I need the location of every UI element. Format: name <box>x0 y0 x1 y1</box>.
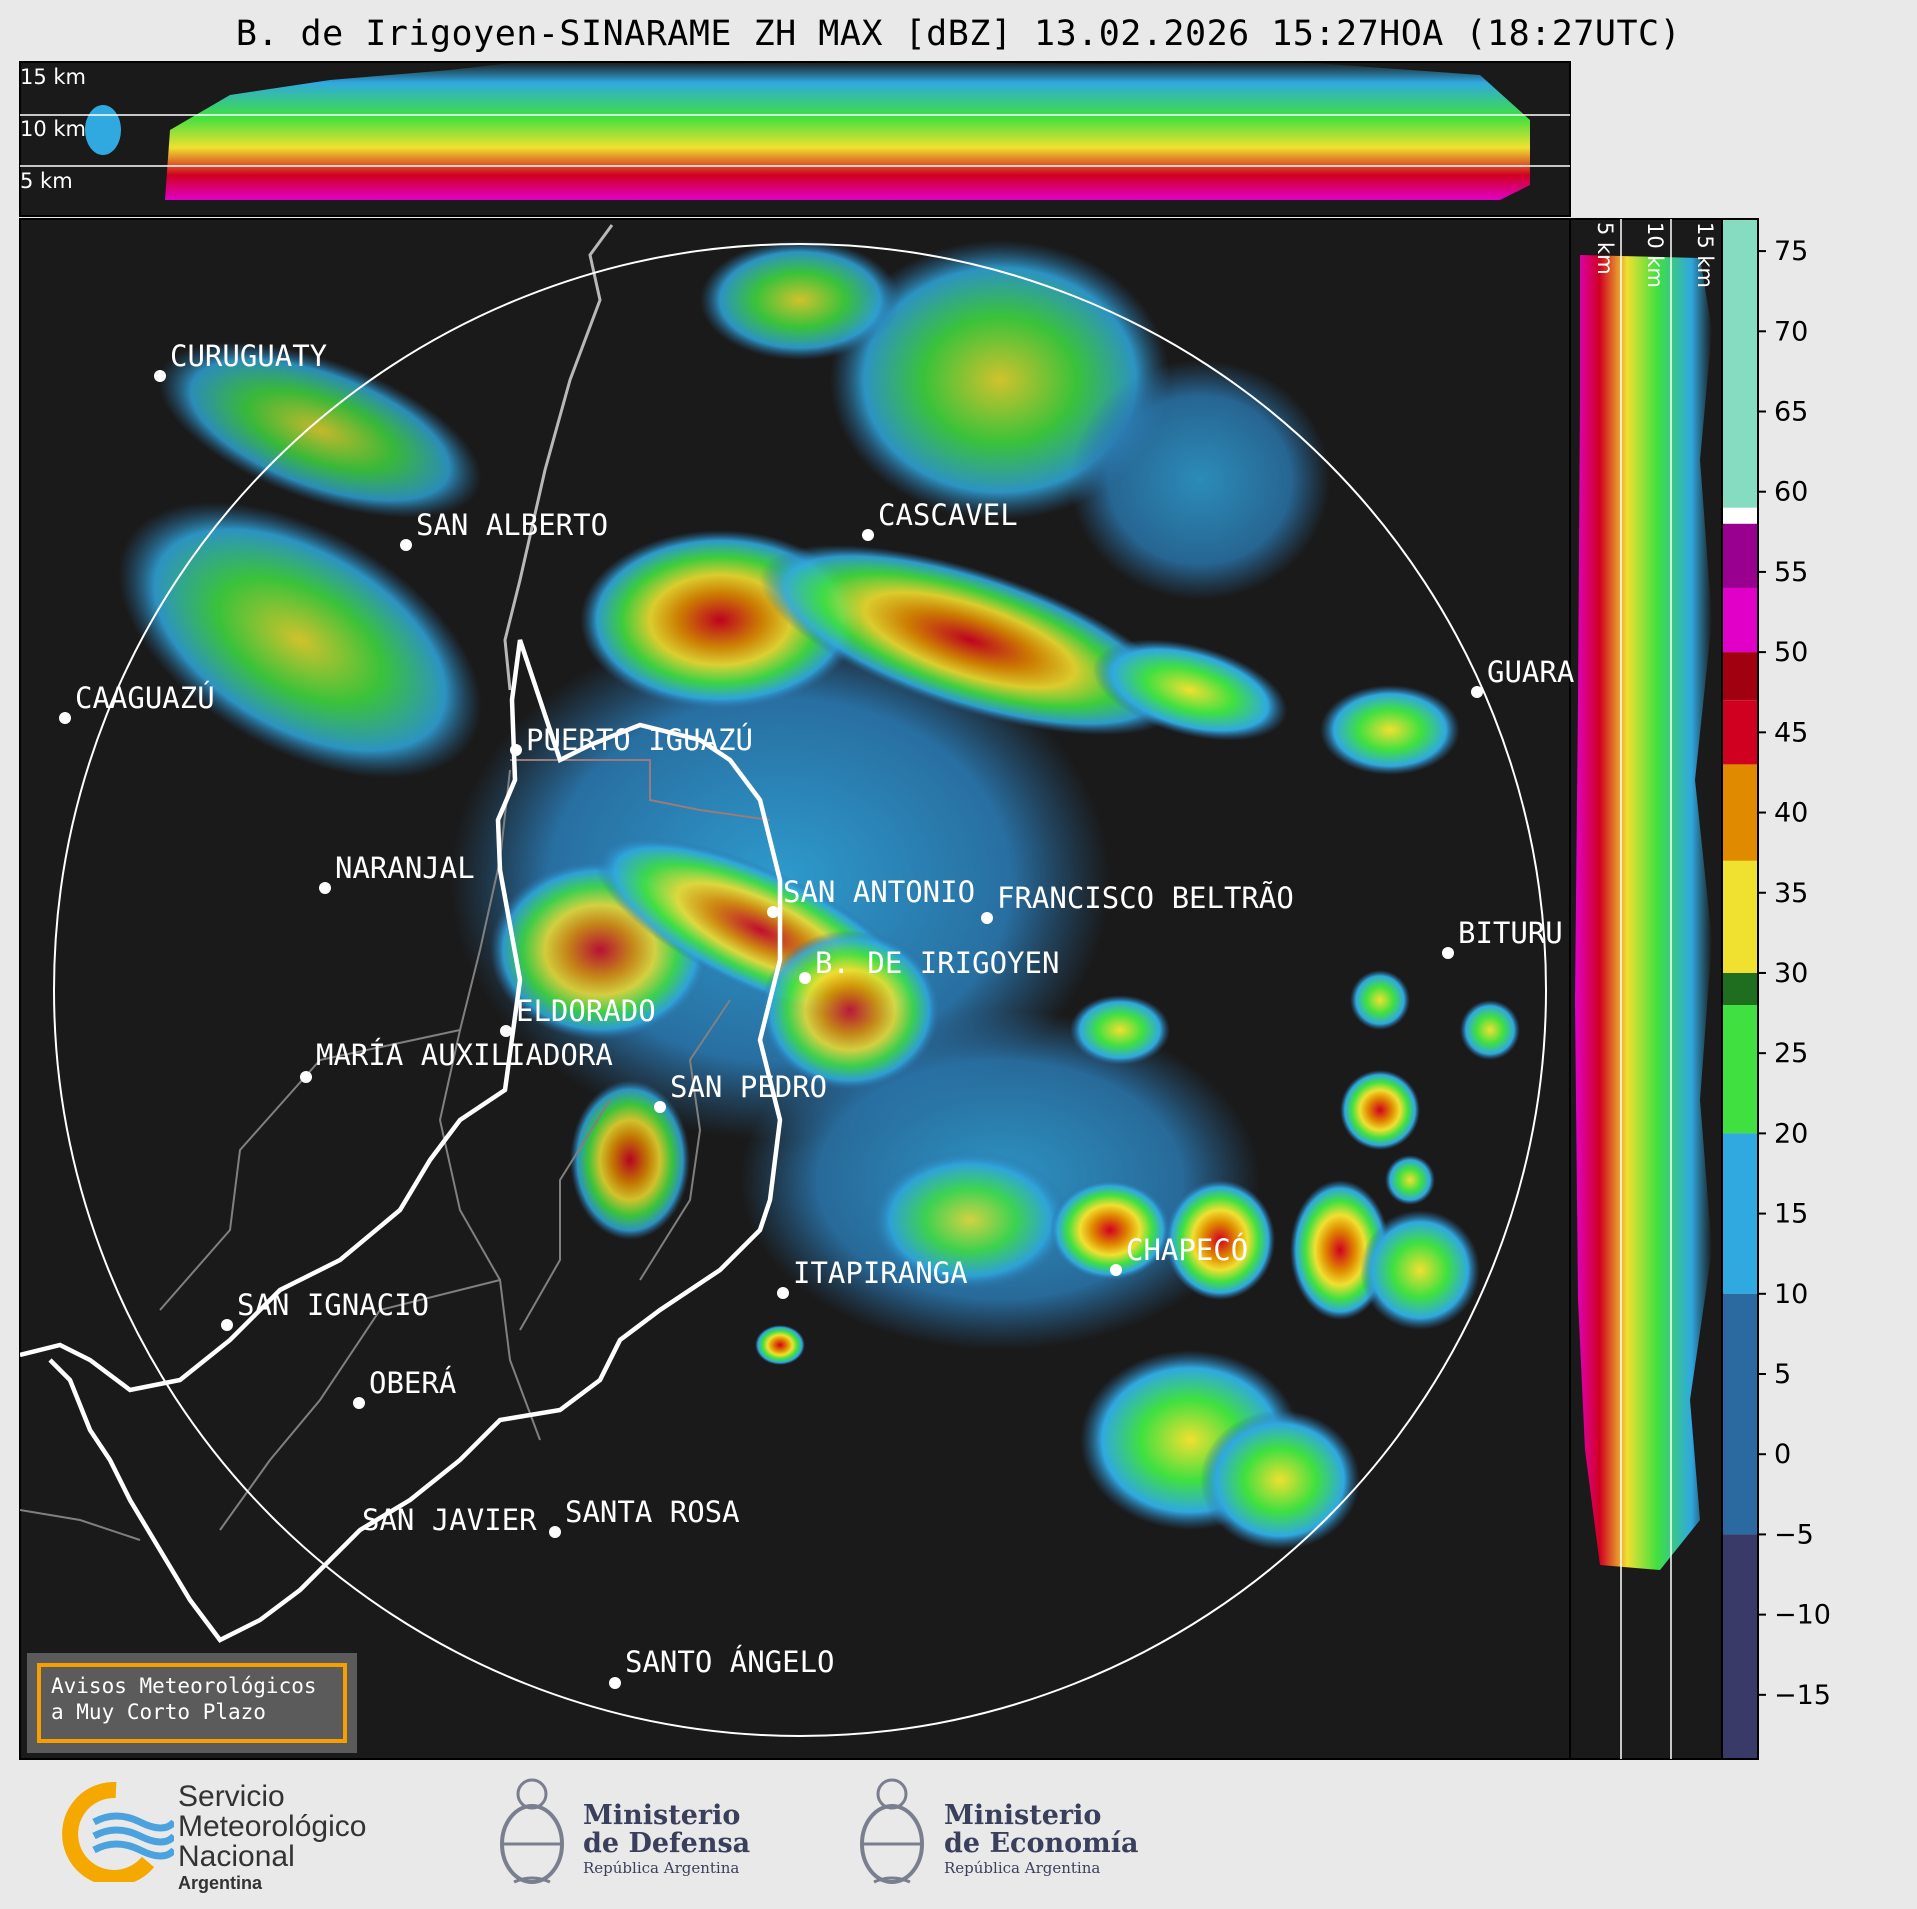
city-label-obera: OBERÁ <box>369 1366 456 1400</box>
city-label-santo-angelo: SANTO ÁNGELO <box>625 1645 835 1679</box>
colorbar-tick-label: 40 <box>1774 798 1808 829</box>
colorbar-tick-label: 15 <box>1774 1199 1808 1230</box>
city-label-santa-rosa: SANTA ROSA <box>565 1495 740 1529</box>
colorbar-tick-label: −15 <box>1774 1680 1831 1711</box>
colorbar-tick-label: 55 <box>1774 557 1808 588</box>
city-label-b-de-irigoyen: B. DE IRIGOYEN <box>815 946 1059 980</box>
top-profile-echo <box>165 62 1530 200</box>
city-label-san-pedro: SAN PEDRO <box>670 1070 827 1104</box>
colorbar-tick-label: 70 <box>1774 316 1808 347</box>
side-profile-echo <box>1575 255 1712 1570</box>
colorbar-tick-label: 75 <box>1774 236 1808 267</box>
colorbar-tick-label: 5 <box>1774 1359 1791 1390</box>
colorbar-band <box>1722 1534 1758 1759</box>
colorbar-band <box>1722 1293 1758 1535</box>
smn-line-3: Nacional <box>178 1840 295 1873</box>
footer: Servicio Meteorológico Nacional Argentin… <box>0 1760 1917 1909</box>
city-label-bituru: BITURU <box>1458 916 1563 950</box>
city-label-puerto-iguazu: PUERTO IGUAZÚ <box>526 723 753 757</box>
alert-box-inner: Avisos Meteorológicos a Muy Corto Plazo <box>37 1663 347 1743</box>
colorbar-tick-label: 65 <box>1774 397 1808 428</box>
city-label-naranjal: NARANJAL <box>335 851 475 885</box>
colorbar-tick-label: 0 <box>1774 1439 1791 1470</box>
city-label-guara: GUARA <box>1487 655 1574 689</box>
top-height-label: 5 km <box>20 169 73 193</box>
defensa-name: Ministerio de Defensa República Argentin… <box>583 1802 750 1878</box>
alert-line-1: Avisos Meteorológicos <box>51 1674 317 1698</box>
coat-of-arms-icon <box>500 1778 564 1884</box>
city-label-san-alberto: SAN ALBERTO <box>416 508 608 542</box>
economia-line-1: Ministerio <box>944 1800 1102 1831</box>
colorbar-band <box>1722 972 1758 1006</box>
defensa-line-3: República Argentina <box>583 1859 740 1877</box>
defensa-line-1: Ministerio <box>583 1800 741 1831</box>
colorbar-band <box>1722 523 1758 588</box>
city-label-cascavel: CASCAVEL <box>878 498 1018 532</box>
chart-title: B. de Irigoyen-SINARAME ZH MAX [dBZ] 13.… <box>235 14 1682 54</box>
smn-line-1: Servicio <box>178 1780 285 1813</box>
colorbar-tick-label: 60 <box>1774 477 1808 508</box>
colorbar-band <box>1722 700 1758 765</box>
city-label-itapiranga: ITAPIRANGA <box>793 1256 968 1290</box>
coat-of-arms-icon <box>860 1778 924 1884</box>
alert-line-2: a Muy Corto Plazo <box>51 1700 266 1724</box>
city-label-curuguaty: CURUGUATY <box>170 339 327 373</box>
city-label-san-ignacio: SAN IGNACIO <box>237 1288 429 1322</box>
smn-line-4: Argentina <box>178 1873 263 1893</box>
borders <box>20 224 783 1643</box>
city-label-maria-auxiliadora: MARÍA AUXILIADORA <box>316 1038 613 1072</box>
colorbar-tick-label: 10 <box>1774 1279 1808 1310</box>
side-height-label: 5 km <box>1593 222 1617 275</box>
colorbar-band <box>1722 652 1758 701</box>
colorbar-tick-label: 30 <box>1774 958 1808 989</box>
colorbar-tick-label: −10 <box>1774 1600 1831 1631</box>
colorbar-band <box>1722 1005 1758 1134</box>
defensa-line-2: de Defensa <box>583 1828 751 1859</box>
side-height-label: 15 km <box>1693 222 1717 288</box>
economia-line-3: República Argentina <box>944 1859 1101 1877</box>
smn-logo-icon <box>62 1782 174 1882</box>
colorbar-tick-label: 45 <box>1774 717 1808 748</box>
colorbar-band <box>1722 219 1758 508</box>
city-label-caaguazu: CAAGUAZÚ <box>75 681 215 715</box>
range-ring <box>53 243 1547 1737</box>
side-height-label: 10 km <box>1643 222 1667 288</box>
colorbar-tick-label: 20 <box>1774 1118 1808 1149</box>
colorbar-band <box>1722 860 1758 973</box>
top-height-label: 10 km <box>20 117 86 141</box>
alert-box[interactable]: Avisos Meteorológicos a Muy Corto Plazo <box>27 1653 357 1753</box>
colorbar-tick-label: 50 <box>1774 637 1808 668</box>
economia-name: Ministerio de Economía República Argenti… <box>944 1802 1138 1878</box>
city-label-francisco-beltrao: FRANCISCO BELTRÃO <box>997 881 1294 915</box>
colorbar-tick-label: 35 <box>1774 878 1808 909</box>
city-markers: CURUGUATY SAN ALBERTO CAAGUAZÚ CASCAVEL … <box>59 339 1574 1689</box>
colorbar-outline <box>1721 218 1759 1760</box>
city-label-chapeco: CHAPECÓ <box>1126 1233 1248 1267</box>
top-height-label: 15 km <box>20 65 86 89</box>
city-label-san-antonio: SAN ANTONIO <box>783 875 975 909</box>
city-label-san-javier: SAN JAVIER <box>362 1503 537 1537</box>
smn-line-2: Meteorológico <box>178 1810 367 1843</box>
colorbar <box>1721 218 1759 1760</box>
colorbar-band <box>1722 1133 1758 1294</box>
colorbar-band <box>1722 507 1758 524</box>
colorbar-band <box>1722 587 1758 653</box>
colorbar-tick-label: −5 <box>1774 1519 1814 1550</box>
economia-line-2: de Economía <box>944 1828 1139 1859</box>
top-profile-echo-small <box>85 105 121 155</box>
colorbar-tick-label: 25 <box>1774 1038 1808 1069</box>
smn-name: Servicio Meteorológico Nacional Argentin… <box>178 1782 366 1894</box>
city-label-eldorado: ELDORADO <box>516 994 656 1028</box>
